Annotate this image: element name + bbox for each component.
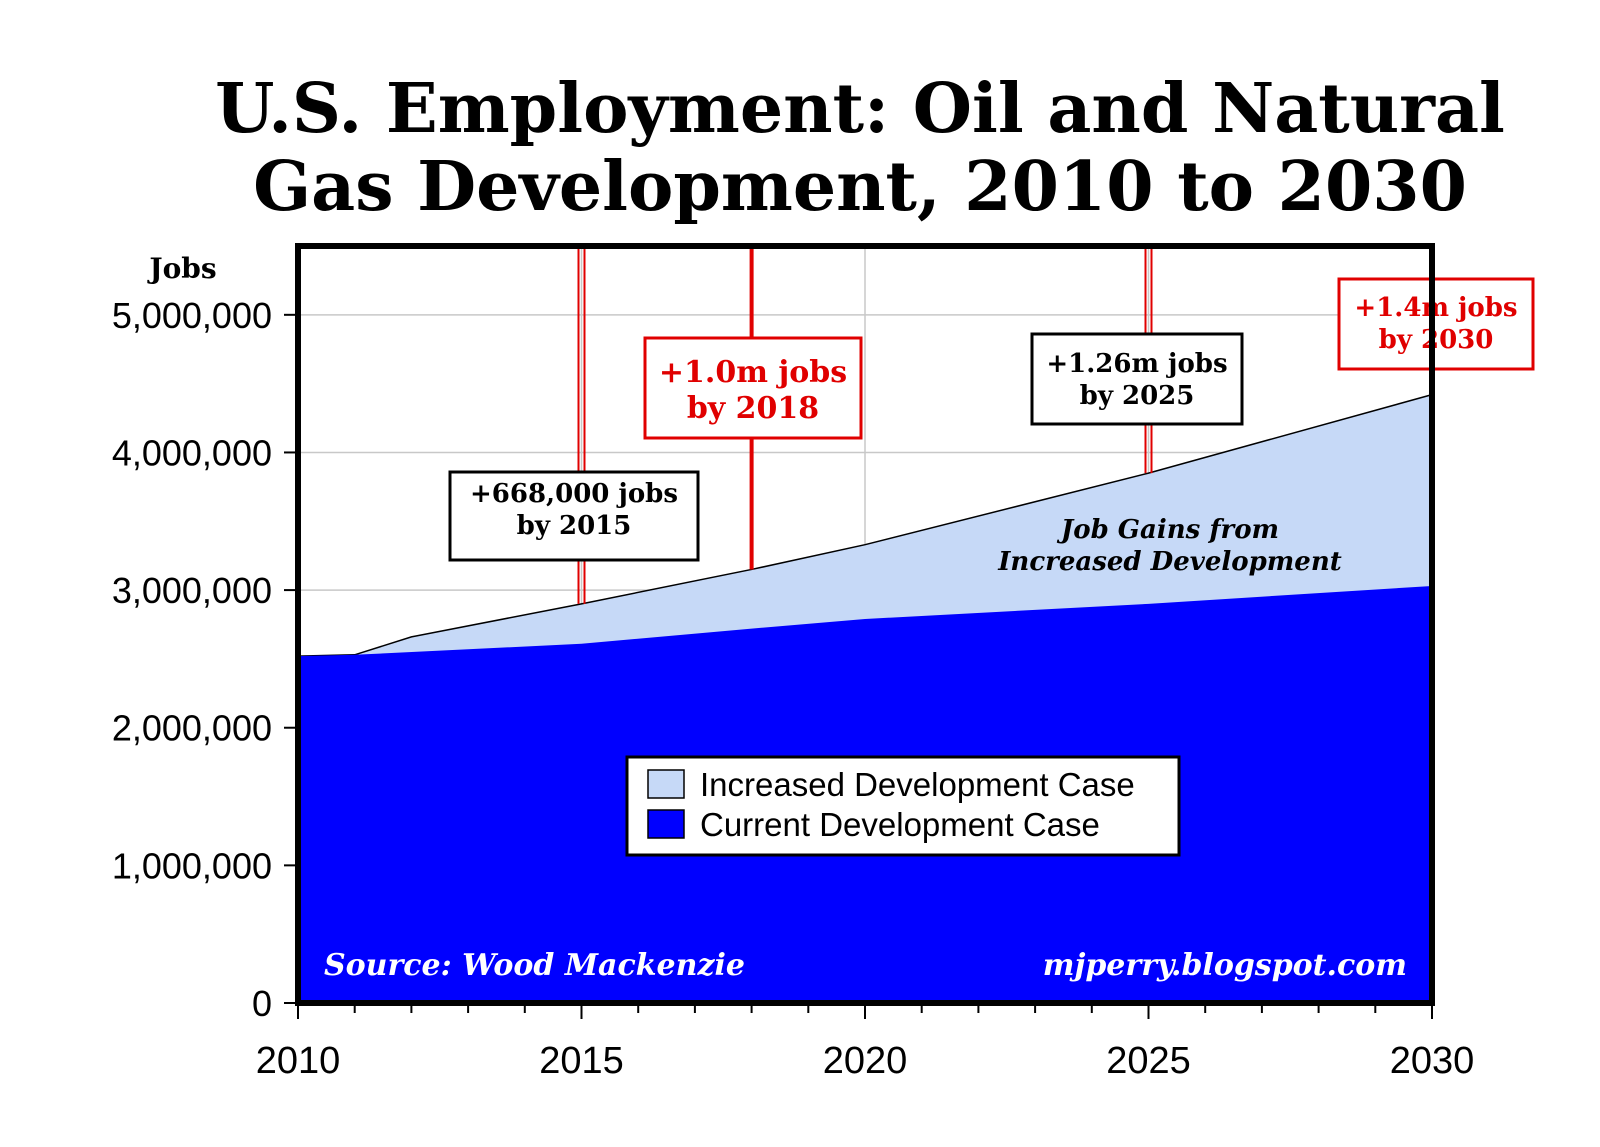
callout-text-line1: +668,000 jobs — [470, 479, 678, 509]
y-tick-label: 1,000,000 — [112, 845, 272, 886]
source-text: Source: Wood Mackenzie — [324, 948, 745, 983]
x-tick-label: 2020 — [823, 1040, 908, 1082]
x-tick-label: 2025 — [1106, 1040, 1191, 1082]
y-tick-label: 0 — [252, 983, 272, 1024]
legend-label-current: Current Development Case — [700, 806, 1100, 843]
callout-text-line1: +1.26m jobs — [1046, 349, 1227, 379]
y-tick-label: 4,000,000 — [112, 432, 272, 473]
callout-text-line1: +1.0m jobs — [659, 355, 847, 390]
chart-title-line2: Gas Development, 2010 to 2030 — [253, 147, 1467, 227]
callout-box — [448, 470, 700, 562]
callout-text-line1: +1.4m jobs — [1354, 293, 1517, 323]
y-axis-label: Jobs — [146, 252, 216, 285]
x-tick-label: 2010 — [256, 1040, 341, 1082]
credit-text: mjperry.blogspot.com — [1043, 948, 1407, 983]
callout-text-line2: by 2015 — [517, 511, 632, 541]
x-tick-label: 2030 — [1390, 1040, 1475, 1082]
plot-area — [297, 246, 1433, 1003]
legend-swatch-increased — [647, 769, 685, 799]
callout-text-line2: by 2018 — [687, 391, 819, 426]
y-tick-label: 2,000,000 — [112, 708, 272, 749]
y-tick-label: 5,000,000 — [112, 295, 272, 336]
callout-text-line2: by 2030 — [1379, 325, 1494, 355]
legend-swatch-current — [647, 809, 685, 839]
callout-text-line2: by 2025 — [1080, 381, 1195, 411]
legend-box — [625, 755, 1181, 857]
x-tick-label: 2015 — [539, 1040, 624, 1082]
y-tick-label: 3,000,000 — [112, 570, 272, 611]
area-label-line2: Increased Development — [997, 547, 1342, 577]
line-increased-development — [297, 393, 1433, 657]
callout-box — [1337, 277, 1535, 371]
area-label-line1: Job Gains from — [1056, 515, 1279, 545]
callout-box — [643, 336, 863, 440]
callout-box — [1030, 332, 1244, 426]
axes: 0 1,000,000 2,000,000 3,000,000 4,000,000 5,0… — [112, 295, 1474, 1082]
legend: Increased Development Case Current Devel… — [625, 755, 1181, 857]
legend-label-increased: Increased Development Case — [700, 766, 1135, 803]
chart-title-line1: U.S. Employment: Oil and Natural — [215, 69, 1505, 149]
